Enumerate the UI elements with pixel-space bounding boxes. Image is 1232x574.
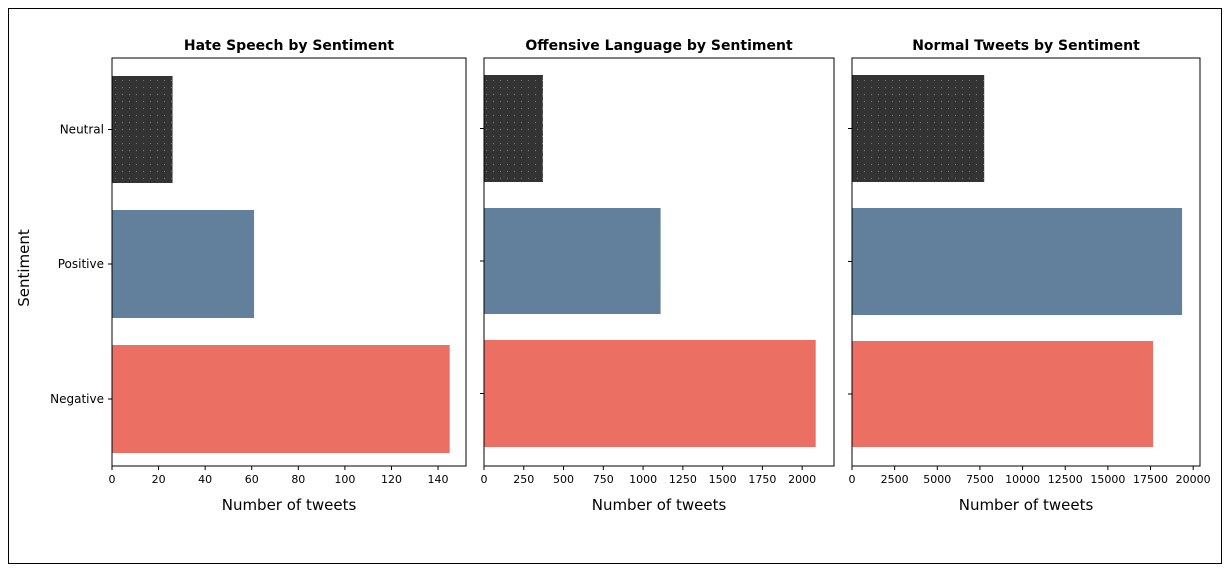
figure-ylabel: Sentiment: [15, 229, 33, 307]
x-tick-label: 250: [513, 473, 534, 486]
bar-positive: [852, 208, 1183, 315]
x-tick-label: 0: [109, 473, 116, 486]
x-tick-label: 1000: [629, 473, 657, 486]
y-tick-label-neutral: Neutral: [60, 123, 104, 137]
x-tick-label: 500: [553, 473, 574, 486]
x-tick-label: 40: [198, 473, 212, 486]
chart-panel-2: 0 250 500 750 1000 1250 1500 1750 2000 Offensive …: [480, 38, 835, 514]
x-tick-label: 10000: [1005, 473, 1040, 486]
bar-positive: [484, 208, 661, 314]
chart-title: Normal Tweets by Sentiment: [912, 38, 1140, 54]
x-tick-label: 7500: [966, 473, 994, 486]
bar-positive: [112, 210, 255, 318]
x-tick-label: 20: [152, 473, 166, 486]
x-tick-label: 0: [849, 473, 856, 486]
x-tick-label: 17500: [1133, 473, 1168, 486]
chart-panel-3: 0 2500 5000 7500 10000 12500 15000 17500 20000 No…: [848, 38, 1211, 514]
chart-panel-1: 0 20 40 60 80 100 120 140 Neutral Positive Negativ…: [50, 38, 467, 514]
bar-negative: [852, 341, 1154, 447]
x-tick-label: 60: [245, 473, 259, 486]
bar-neutral: [484, 75, 543, 182]
plot-area: [483, 57, 835, 467]
chart-title: Hate Speech by Sentiment: [184, 38, 395, 54]
bar-neutral: [112, 76, 173, 183]
x-axis-label: Number of tweets: [959, 496, 1094, 514]
x-tick-label: 15000: [1090, 473, 1125, 486]
x-tick-label: 750: [593, 473, 614, 486]
x-tick-label: 1250: [669, 473, 697, 486]
x-axis-label: Number of tweets: [222, 496, 357, 514]
x-tick-label: 2000: [788, 473, 816, 486]
x-tick-label: 12500: [1048, 473, 1083, 486]
x-tick-label: 1750: [748, 473, 776, 486]
bar-negative: [112, 345, 450, 453]
x-tick-label: 80: [291, 473, 305, 486]
x-tick-label: 120: [381, 473, 402, 486]
bar-negative: [484, 340, 816, 447]
x-axis-label: Number of tweets: [592, 496, 727, 514]
bar-neutral: [852, 75, 985, 182]
x-tick-label: 140: [428, 473, 449, 486]
x-tick-label: 100: [334, 473, 355, 486]
x-tick-label: 2500: [881, 473, 909, 486]
x-tick-label: 5000: [923, 473, 951, 486]
x-tick-label: 1500: [709, 473, 737, 486]
x-tick-label: 0: [481, 473, 488, 486]
x-tick-label: 20000: [1176, 473, 1211, 486]
plot-area: [111, 57, 467, 467]
chart-title: Offensive Language by Sentiment: [525, 38, 793, 54]
y-tick-label-negative: Negative: [50, 392, 104, 406]
y-tick-label-positive: Positive: [58, 257, 104, 271]
